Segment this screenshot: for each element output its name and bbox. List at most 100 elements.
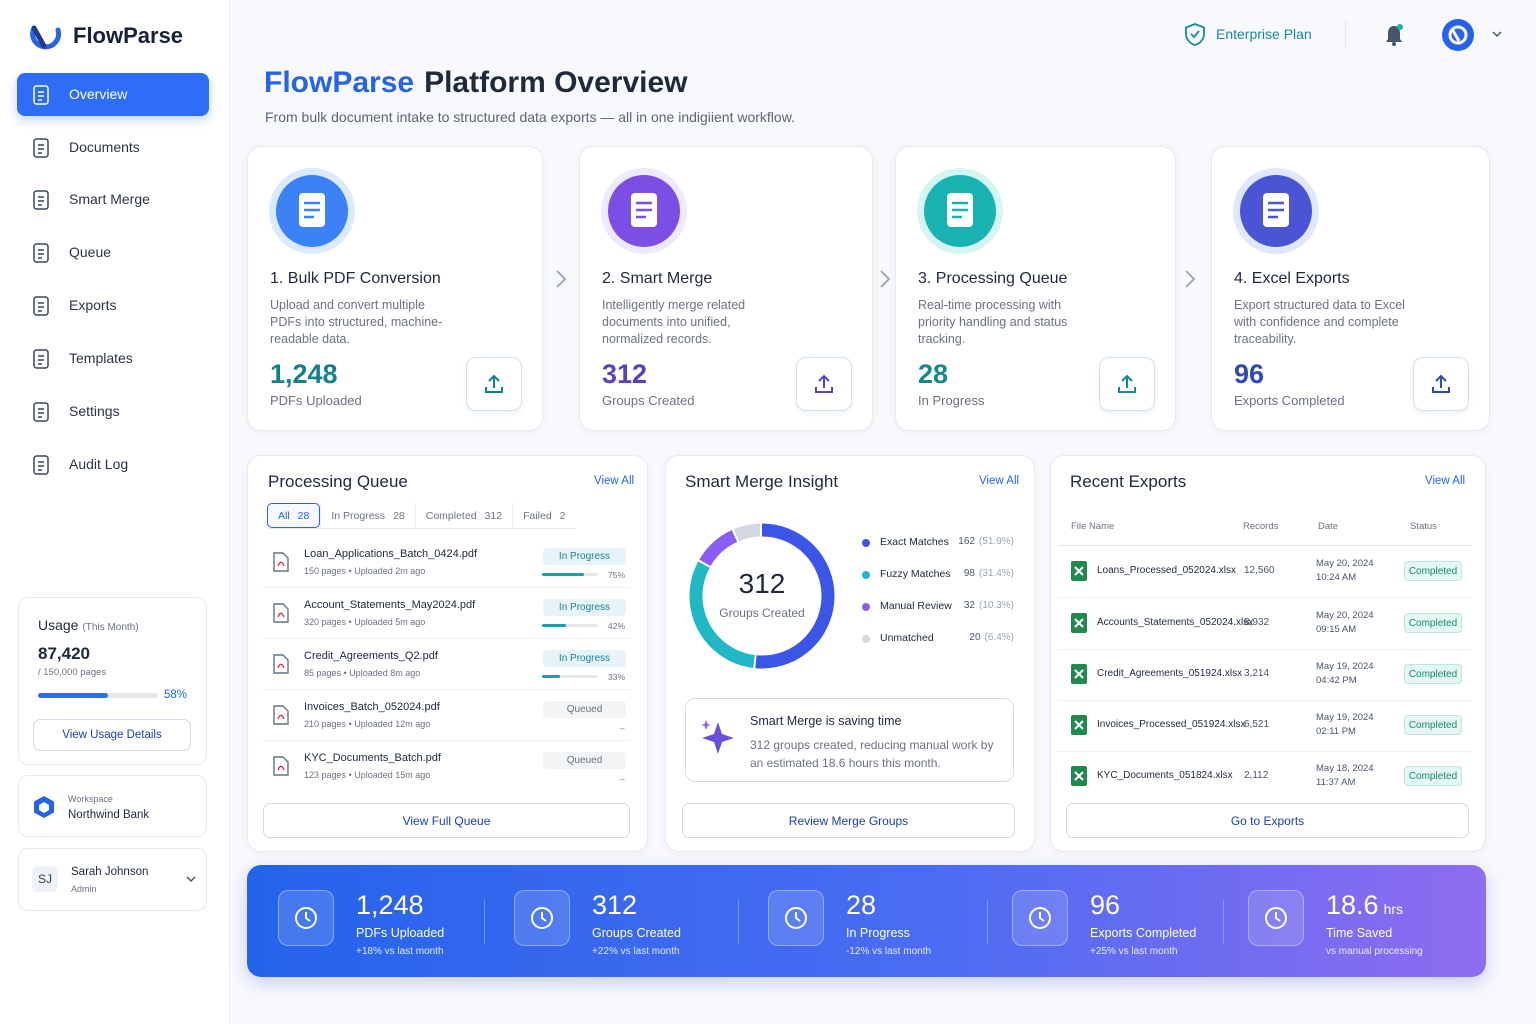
export-status: Completed — [1408, 618, 1458, 629]
usage-button[interactable] — [33, 719, 191, 751]
usage-title-row: Usage (This Month) — [38, 617, 139, 633]
status-label: In Progress — [558, 551, 611, 562]
queue-file-name: KYC_Documents_Batch.pdf — [304, 752, 441, 764]
step-title: 2. Smart Merge — [602, 270, 713, 287]
step-action-icon — [815, 374, 833, 393]
summary-change: +18% vs last month — [356, 946, 444, 957]
plan-label[interactable]: Enterprise Plan — [1216, 26, 1312, 42]
merge-view-all[interactable]: View All — [979, 475, 1020, 487]
nav-item[interactable]: Queue — [69, 244, 112, 260]
export-status-pill — [1404, 561, 1462, 581]
legend-value: 162 — [958, 536, 975, 547]
nav-item[interactable]: Exports — [69, 297, 117, 313]
bell-icon — [1386, 24, 1403, 46]
queue-tab[interactable]: Completed 312 — [414, 503, 512, 528]
export-date: May 20, 2024 — [1316, 558, 1374, 569]
nav-item[interactable]: Settings — [69, 403, 120, 419]
export-status: Completed — [1408, 669, 1458, 680]
donut-label: Groups Created — [719, 606, 805, 620]
export-file-name: Accounts_Statements_052024.xlsx — [1097, 617, 1254, 628]
header-divider — [1345, 20, 1346, 50]
user-initials: SJ — [37, 872, 52, 886]
step-arrow — [1185, 270, 1196, 288]
status-pill — [543, 701, 626, 718]
queue-tab[interactable]: In Progress 28 — [320, 503, 414, 528]
step-icon — [1233, 168, 1319, 254]
nav-item[interactable]: Audit Log — [69, 456, 129, 472]
progress-label: 42% — [607, 621, 625, 631]
legend-value-row: 162 (51.9%) — [920, 536, 1014, 547]
export-records: 8,932 — [1244, 617, 1270, 628]
nav-item[interactable]: Smart Merge — [69, 191, 150, 207]
queue-view-all[interactable]: View All — [594, 475, 635, 487]
export-time: 09:15 AM — [1316, 624, 1357, 635]
merge-button-label[interactable]: Review Merge Groups — [788, 814, 909, 828]
export-records: 6,521 — [1244, 719, 1270, 730]
legend-dot — [862, 571, 870, 579]
donut — [689, 523, 835, 669]
progress-fill — [542, 573, 584, 576]
status-label: Queued — [566, 704, 603, 715]
queue-tab[interactable]: All 28 — [267, 503, 321, 528]
nav-icon — [33, 243, 49, 263]
logo-icon — [30, 25, 62, 50]
title-rest: Platform Overview — [424, 66, 688, 99]
step-label: PDFs Uploaded — [270, 393, 362, 408]
pdf-icon — [273, 705, 289, 725]
summary-value: 312 — [592, 890, 638, 920]
queue-tab-label: Failed — [523, 509, 552, 522]
exports-button[interactable] — [1066, 803, 1469, 838]
progress-track — [542, 624, 598, 627]
progress-label: 33% — [607, 672, 625, 682]
legend-name: Fuzzy Matches — [880, 568, 951, 580]
export-date: May 18, 2024 — [1316, 763, 1374, 774]
step-value: 1,248 — [270, 359, 338, 389]
column-header: File Name — [1071, 521, 1115, 532]
xlsx-icon — [1071, 664, 1087, 684]
legend-percent: (10.3%) — [978, 600, 1014, 611]
queue-file-meta: 210 pages • Uploaded 12m ago — [304, 719, 431, 729]
step-action-icon — [485, 374, 503, 393]
legend-dot — [862, 603, 870, 611]
summary-unit: hrs — [1383, 901, 1404, 917]
progress-fill — [542, 624, 566, 627]
legend-value: 32 — [963, 600, 975, 611]
nav-item[interactable]: Documents — [69, 139, 140, 155]
summary-label: Exports Completed — [1090, 926, 1197, 940]
step-title: 4. Excel Exports — [1234, 270, 1350, 287]
queue-file-meta: 123 pages • Uploaded 15m ago — [304, 770, 431, 780]
legend-value-row: 20 (6.4%) — [920, 632, 1014, 643]
usage-limit: / 150,000 pages — [38, 667, 107, 678]
user-name: Sarah Johnson — [71, 866, 149, 878]
column-header: Date — [1318, 521, 1339, 532]
summary-value: 1,248 — [356, 890, 424, 920]
nav-item[interactable]: Overview — [69, 86, 128, 102]
pdf-icon — [273, 603, 289, 623]
merge-button[interactable] — [682, 803, 1015, 838]
usage-button-label[interactable]: View Usage Details — [62, 729, 162, 741]
queue-title: Processing Queue — [268, 472, 408, 491]
export-status-pill — [1404, 613, 1462, 633]
summary-value-row: 96 — [1090, 890, 1120, 921]
status-label: In Progress — [558, 602, 611, 613]
nav-active[interactable] — [17, 73, 209, 116]
summary-label: In Progress — [846, 926, 910, 940]
legend-percent: (6.4%) — [984, 632, 1014, 643]
legend-name: Exact Matches — [880, 536, 949, 548]
queue-tab[interactable]: Failed 2 — [512, 503, 575, 528]
step-action-icon — [1118, 374, 1136, 393]
queue-button[interactable] — [263, 803, 630, 838]
user-role: Admin — [71, 884, 97, 894]
merge-note-text: 312 groups created, reducing manual work… — [750, 738, 994, 770]
workspace-icon — [34, 796, 54, 818]
nav-item[interactable]: Templates — [69, 350, 133, 366]
exports-view-all[interactable]: View All — [1425, 475, 1466, 487]
exports-button-label[interactable]: Go to Exports — [1230, 814, 1305, 828]
nav-icon — [33, 138, 49, 158]
exports-header-line — [1058, 545, 1472, 546]
export-status-pill — [1404, 664, 1462, 684]
queue-button-label[interactable]: View Full Queue — [402, 814, 491, 828]
summary-label: PDFs Uploaded — [356, 926, 445, 940]
queue-tab-count: 2 — [559, 509, 566, 522]
brand: FlowParse — [73, 23, 184, 48]
